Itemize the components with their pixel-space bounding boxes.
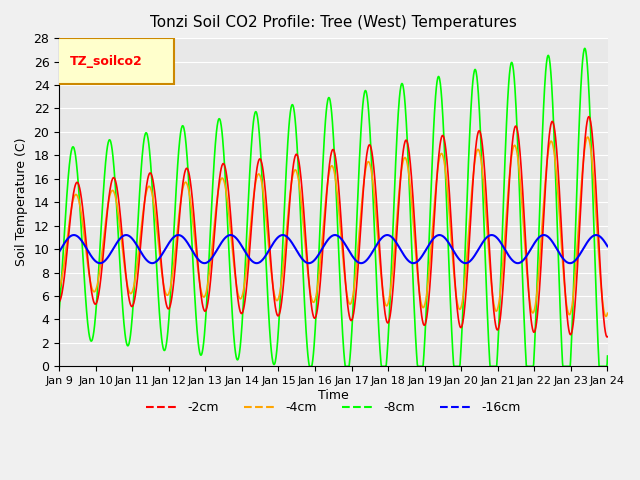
-8cm: [300, 271, 307, 277]
-4cm: [120, 259, 128, 264]
-16cm: [122, 232, 130, 238]
-16cm: [310, 258, 317, 264]
-4cm: [55, 286, 63, 291]
-4cm: [98, 253, 106, 259]
-4cm: [604, 310, 611, 316]
-4cm: [584, 134, 591, 140]
-16cm: [55, 249, 63, 255]
-8cm: [306, 363, 314, 369]
X-axis label: Time: Time: [318, 389, 349, 402]
-2cm: [309, 312, 317, 318]
-16cm: [368, 251, 376, 256]
-4cm: [300, 219, 307, 225]
Legend: -2cm, -4cm, -8cm, -16cm: -2cm, -4cm, -8cm, -16cm: [141, 396, 525, 419]
-8cm: [120, 320, 128, 326]
-8cm: [55, 308, 63, 313]
-2cm: [288, 176, 296, 181]
-2cm: [120, 252, 128, 257]
-8cm: [310, 351, 317, 357]
-16cm: [289, 240, 296, 246]
-16cm: [98, 260, 106, 266]
-4cm: [602, 313, 610, 319]
Line: -16cm: -16cm: [59, 235, 607, 263]
-16cm: [604, 243, 611, 249]
-8cm: [368, 160, 376, 166]
-8cm: [581, 46, 589, 51]
Title: Tonzi Soil CO2 Profile: Tree (West) Temperatures: Tonzi Soil CO2 Profile: Tree (West) Temp…: [150, 15, 516, 30]
-2cm: [585, 114, 593, 120]
-8cm: [98, 218, 106, 224]
-4cm: [309, 299, 317, 305]
-4cm: [367, 167, 375, 173]
-2cm: [604, 334, 611, 340]
Text: TZ_soilco2: TZ_soilco2: [70, 55, 143, 68]
Line: -8cm: -8cm: [59, 48, 607, 366]
-8cm: [604, 353, 611, 359]
Line: -2cm: -2cm: [59, 117, 607, 337]
-2cm: [98, 268, 106, 274]
-16cm: [300, 257, 307, 263]
FancyBboxPatch shape: [54, 38, 174, 84]
Y-axis label: Soil Temperature (C): Soil Temperature (C): [15, 138, 28, 266]
-2cm: [55, 299, 63, 305]
-16cm: [461, 260, 469, 266]
-2cm: [367, 145, 375, 151]
-16cm: [120, 233, 128, 239]
-2cm: [300, 200, 307, 206]
Line: -4cm: -4cm: [59, 137, 607, 316]
-2cm: [604, 334, 611, 340]
-4cm: [288, 178, 296, 184]
-8cm: [288, 102, 296, 108]
